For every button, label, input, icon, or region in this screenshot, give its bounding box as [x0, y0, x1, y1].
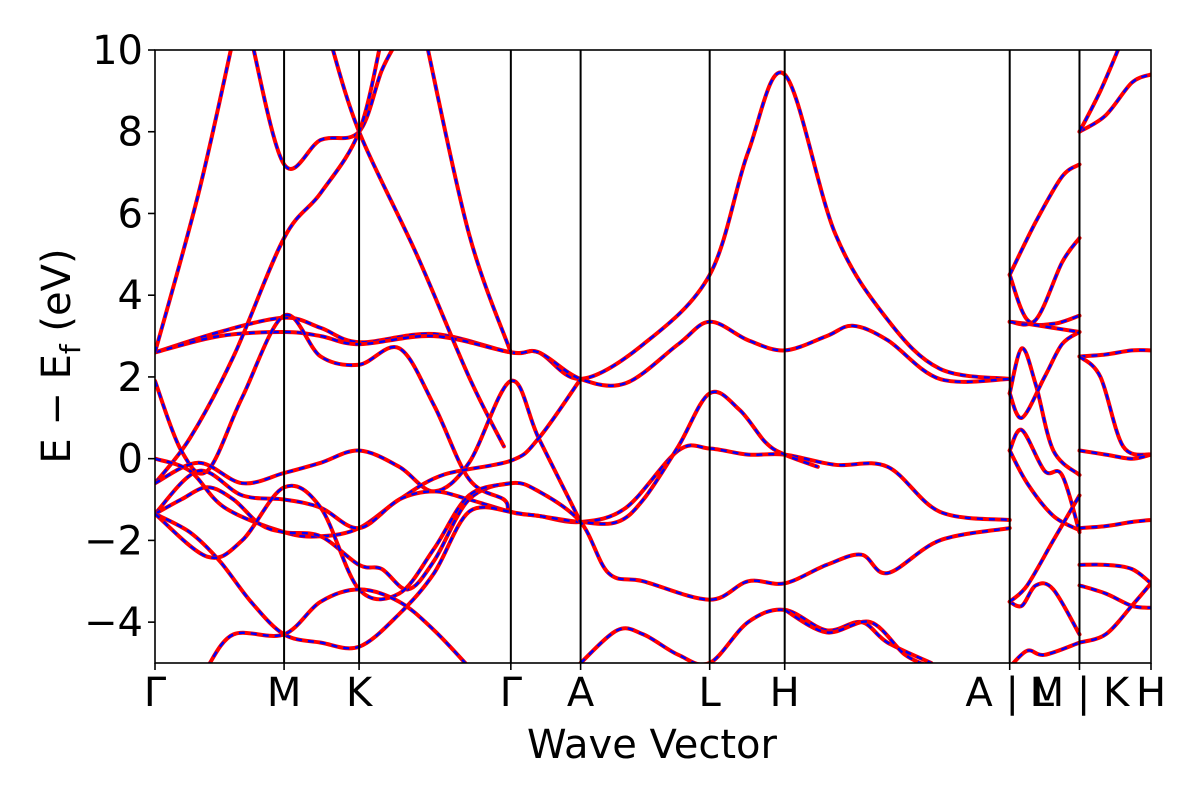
band-ak-line — [1077, 581, 1151, 645]
band-x-overlay-line — [1008, 428, 1081, 533]
band-a-overlay-line — [155, 71, 1010, 381]
band-h-overlay-line — [155, 313, 1010, 524]
band-c-overlay-line — [155, 50, 233, 353]
band-ab-overlay-line — [1011, 641, 1080, 663]
y-axis-ticks: −4 −2 0 2 4 6 8 10 — [84, 28, 155, 646]
band-n-overlay-line — [155, 482, 512, 601]
y-axis-title: E − Ef (eV) — [34, 248, 87, 463]
band-p-overlay-line — [579, 608, 932, 663]
x-tick-label: K — [346, 670, 374, 716]
x-tick-label: L — [699, 670, 722, 716]
band-d-overlay-line — [252, 50, 394, 171]
band-ac-line — [1077, 72, 1151, 134]
band-n-line — [155, 481, 513, 602]
band-ai-overlay-line — [1079, 563, 1151, 585]
band-u-overlay-line — [1009, 237, 1081, 326]
band-z-overlay-line — [1009, 582, 1081, 636]
band-b-overlay-line — [155, 320, 1010, 387]
x-tick-label: M — [267, 670, 302, 716]
band-q-line — [782, 607, 927, 663]
band-series-group — [155, 50, 1151, 663]
y-tick-label: −2 — [84, 518, 143, 564]
x-tick-label: H — [1136, 670, 1166, 716]
band-ad-line — [1077, 50, 1121, 134]
x-tick-label: Γ — [144, 670, 167, 716]
band-ac-overlay-line — [1078, 73, 1151, 133]
x-tick-label: A — [567, 670, 595, 716]
band-i-overlay-line — [155, 379, 582, 523]
x-axis-title: Wave Vector — [527, 722, 778, 768]
band-af-overlay-line — [1078, 355, 1151, 457]
band-aa-overlay-line — [1008, 494, 1081, 603]
band-af-line — [1077, 354, 1151, 457]
band-l-overlay-line — [155, 506, 511, 650]
band-ak-overlay-line — [1079, 582, 1151, 644]
band-ae-overlay-line — [1079, 348, 1151, 358]
y-tick-label: 0 — [118, 437, 143, 483]
y-tick-label: 2 — [118, 355, 143, 401]
y-tick-label: 4 — [118, 273, 143, 319]
y-tick-label: −4 — [84, 600, 143, 646]
plot-frame — [154, 49, 1152, 664]
band-c-line — [155, 50, 233, 355]
x-tick-label: A | L — [965, 670, 1054, 716]
y-tick-label: 10 — [92, 28, 143, 74]
band-ah-overlay-line — [1079, 518, 1151, 530]
y-tick-label: 6 — [118, 191, 143, 237]
band-s-overlay-line — [1008, 163, 1081, 276]
band-f-overlay-line — [426, 50, 512, 353]
band-w-overlay-line — [1008, 330, 1081, 420]
band-e-line — [330, 50, 506, 449]
band-o-overlay-line — [208, 588, 467, 663]
band-y-overlay-line — [1008, 449, 1081, 532]
y-tick-label: 8 — [118, 110, 143, 156]
band-aj-line — [1077, 583, 1151, 610]
x-tick-label: H — [770, 670, 800, 716]
band-o-line — [207, 587, 468, 663]
band-e-overlay-line — [331, 50, 505, 447]
band-v-overlay-line — [1008, 347, 1081, 476]
band-v-line — [1007, 346, 1082, 477]
x-tick-label: M | K — [1030, 670, 1131, 716]
band-s-line — [1007, 162, 1082, 277]
kpoint-lines-group — [283, 50, 1081, 663]
x-tick-label: Γ — [500, 670, 523, 716]
band-ag-overlay-line — [1079, 449, 1151, 460]
